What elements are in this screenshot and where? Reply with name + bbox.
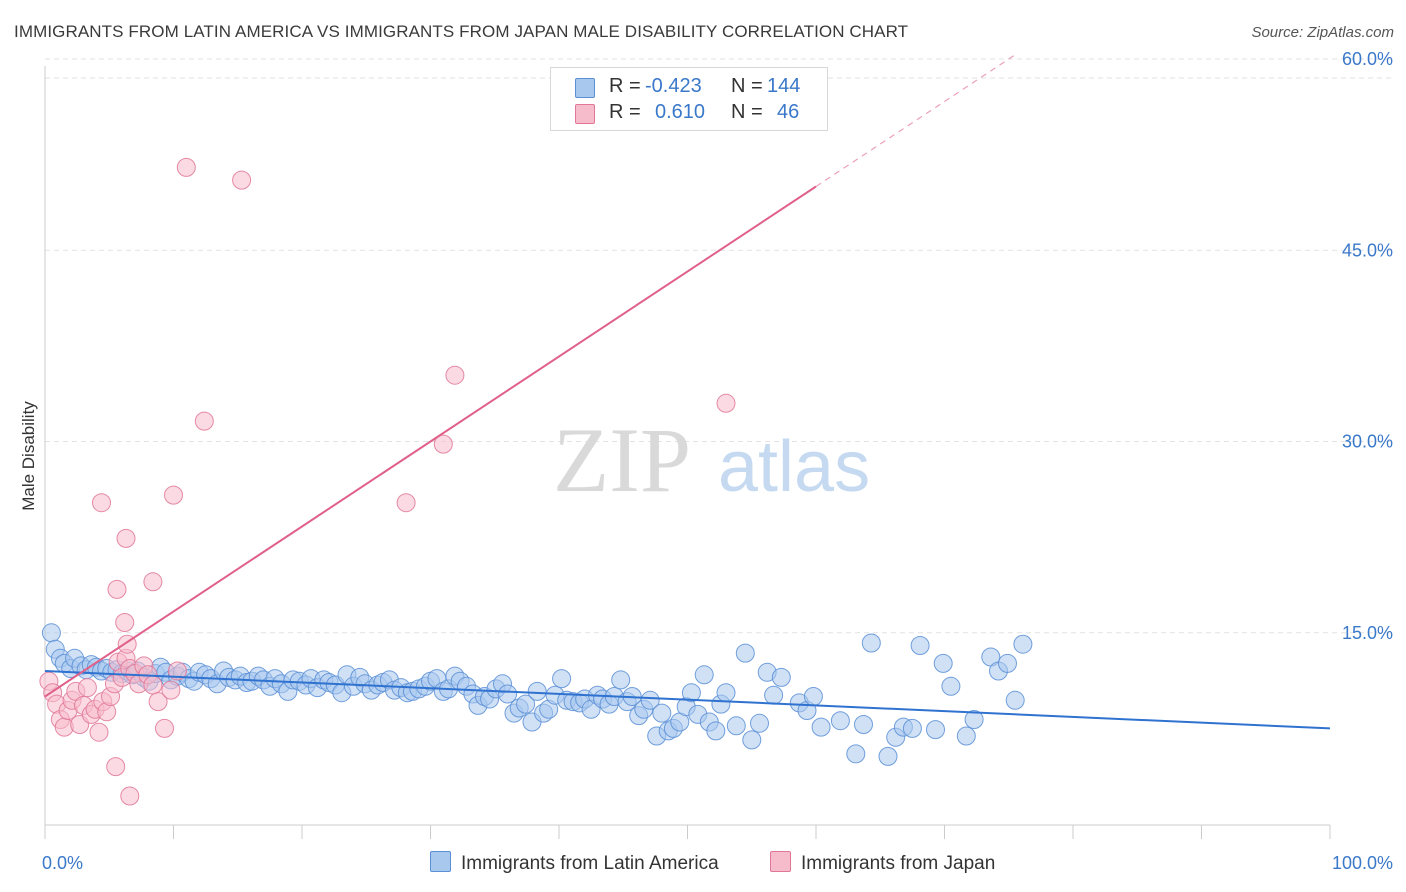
legend-swatch-japan bbox=[575, 104, 595, 124]
latin-america-point bbox=[694, 665, 714, 685]
latin-america-point bbox=[552, 669, 572, 689]
japan-point bbox=[106, 757, 126, 777]
watermark-zip: ZIP bbox=[553, 409, 691, 511]
japan-point bbox=[164, 485, 183, 505]
latin-america-point bbox=[726, 716, 746, 736]
series-japan-points bbox=[39, 157, 736, 806]
chart-title: IMMIGRANTS FROM LATIN AMERICA VS IMMIGRA… bbox=[14, 22, 909, 41]
latin-america-point bbox=[998, 653, 1017, 673]
japan-point bbox=[107, 579, 127, 599]
latin-america-point bbox=[878, 746, 898, 766]
japan-point bbox=[232, 170, 252, 190]
trend-lines bbox=[44, 54, 1331, 730]
japan-point bbox=[120, 786, 140, 806]
latin-america-point bbox=[735, 643, 755, 663]
japan-point bbox=[155, 718, 174, 738]
source-label: Source: ZipAtlas.com bbox=[1251, 24, 1394, 41]
latin-america-point bbox=[811, 717, 831, 737]
legend-n-label: N = bbox=[731, 101, 763, 123]
japan-point bbox=[445, 365, 465, 385]
latin-america-point bbox=[1013, 634, 1033, 654]
legend-r-label: R = bbox=[609, 101, 641, 123]
latin-america-point bbox=[830, 711, 850, 731]
latin-america-point bbox=[964, 710, 984, 729]
y-tick-label: 30.0% bbox=[1342, 432, 1393, 452]
japan-point bbox=[115, 613, 135, 632]
latin-america-point bbox=[41, 623, 61, 643]
latin-america-point bbox=[640, 690, 660, 710]
legend-r-value: 0.610 bbox=[655, 101, 706, 123]
y-tick-label: 15.0% bbox=[1342, 623, 1393, 643]
japan-point bbox=[167, 661, 187, 681]
y-tick-label: 45.0% bbox=[1342, 240, 1393, 260]
bottom-legend-swatch-japan bbox=[770, 851, 791, 872]
latin-america-point bbox=[1005, 690, 1025, 710]
latin-america-point bbox=[611, 670, 631, 690]
latin-america-point bbox=[681, 683, 701, 703]
japan-point bbox=[143, 675, 163, 695]
japan-point bbox=[143, 572, 163, 592]
japan-point bbox=[176, 157, 196, 177]
latin-america-point bbox=[861, 633, 881, 653]
y-axis-label: Male Disability bbox=[19, 401, 38, 511]
japan-point bbox=[396, 493, 416, 513]
japan-point bbox=[161, 680, 181, 700]
legend-n-value: 46 bbox=[777, 101, 800, 123]
latin-america-point bbox=[716, 683, 736, 703]
latin-america-point bbox=[742, 730, 762, 750]
latin-america-point bbox=[652, 703, 672, 723]
latin-america-point bbox=[910, 636, 930, 655]
latin-america-point bbox=[771, 667, 791, 687]
latin-america-point bbox=[498, 684, 518, 704]
y-tick-label: 60.0% bbox=[1342, 49, 1393, 69]
legend-swatch-latin-america bbox=[575, 78, 595, 98]
latin-america-point bbox=[803, 687, 823, 706]
japan-trend-line bbox=[44, 185, 817, 698]
latin-america-point bbox=[706, 721, 726, 741]
x-tick-label: 100.0% bbox=[1332, 853, 1393, 873]
legend-n-value: 144 bbox=[767, 75, 801, 97]
latin-america-point bbox=[846, 744, 866, 764]
x-tick-label: 0.0% bbox=[42, 853, 83, 873]
japan-point bbox=[92, 493, 111, 513]
latin-america-point bbox=[854, 715, 873, 734]
japan-point bbox=[77, 678, 97, 698]
bottom-legend-latin-america: Immigrants from Latin America bbox=[430, 851, 719, 875]
japan-point bbox=[116, 528, 136, 548]
japan-point bbox=[148, 692, 168, 712]
latin-america-point bbox=[941, 676, 961, 696]
bottom-legend-japan: Immigrants from Japan bbox=[770, 851, 995, 875]
legend-n-label: N = bbox=[731, 75, 763, 97]
japan-trend-extension bbox=[815, 54, 1016, 188]
latin-america-point bbox=[926, 720, 945, 740]
axes bbox=[44, 66, 1331, 839]
latin-america-point bbox=[933, 653, 953, 673]
tick-labels: 15.0% 30.0% 45.0% 60.0% 0.0% 100.0% bbox=[42, 49, 1393, 873]
latin-america-trend-line bbox=[44, 670, 1331, 730]
japan-point bbox=[194, 411, 214, 431]
watermark-atlas: atlas bbox=[718, 427, 870, 507]
legend-r-value: -0.423 bbox=[645, 75, 702, 97]
japan-point bbox=[89, 722, 109, 742]
latin-america-point bbox=[750, 713, 769, 733]
series-latin-america-points bbox=[41, 623, 1033, 766]
latin-america-point bbox=[956, 726, 976, 746]
grid-lines bbox=[45, 58, 1392, 634]
latin-america-point bbox=[764, 685, 784, 705]
latin-america-point bbox=[516, 694, 536, 714]
legend-r-label: R = bbox=[609, 75, 641, 97]
latin-america-point bbox=[902, 718, 922, 738]
latin-america-point bbox=[527, 681, 547, 701]
bottom-legend-label-japan: Immigrants from Japan bbox=[801, 853, 996, 874]
japan-point bbox=[716, 393, 736, 413]
bottom-legend-swatch-latin-america bbox=[430, 851, 451, 872]
bottom-legend-label-latin-america: Immigrants from Latin America bbox=[461, 853, 719, 874]
japan-point bbox=[433, 434, 453, 454]
correlation-legend: R = -0.423 N = 144 R = 0.610 N = 46 bbox=[550, 67, 828, 131]
